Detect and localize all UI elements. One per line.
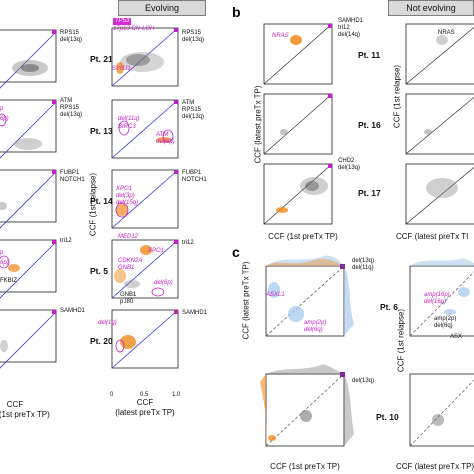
- header-evolving: Evolving: [118, 0, 206, 16]
- label-xpo1b: XPO1: [148, 248, 165, 254]
- x-axis-label-b-left: CCF (1st preTx TP): [268, 232, 338, 241]
- label-atm: ATM del(6p): [156, 132, 175, 145]
- y-axis-label-c-right: CCF (1st relapse): [396, 308, 406, 373]
- panel-b-right-column: [405, 23, 474, 225]
- patient-label-pt14: Pt. 14: [90, 196, 113, 206]
- tick-a-1: 1.0: [172, 392, 181, 398]
- panel-a-right-column: [111, 27, 179, 369]
- label-del1q: del(1q): [98, 320, 117, 326]
- label-c-amp16p: amp(16p) del(16p): [424, 292, 450, 305]
- pt10-right-plot: [409, 373, 474, 447]
- right-label-pt5: tri12: [182, 240, 194, 246]
- pt6-left-plot: [265, 255, 354, 337]
- patient-label-pt6: Pt. 6: [380, 302, 398, 312]
- pt20-right-plot: [111, 309, 179, 369]
- x-axis-label-c-right: CCF (latest preTx TP): [396, 462, 474, 471]
- pt16-right-plot: [405, 93, 474, 155]
- label-del6p: del(6p): [154, 280, 173, 286]
- tp53-badge: TP53: [113, 18, 132, 25]
- header-not-evolving: Not evolving: [388, 0, 474, 16]
- y-axis-label-c: CCF (latest preTx TP): [241, 261, 251, 340]
- y-axis-label-b-right: CCF (1st relapse): [392, 64, 402, 129]
- right-label-pt13: ATM RPS15 del(13q): [182, 100, 205, 120]
- label-c-amp2p: amp(2p) del(6q): [304, 320, 327, 333]
- left-magenta-pt5c: FKBIZ: [0, 278, 18, 284]
- panel-letter-c: c: [232, 244, 240, 260]
- pt5-left-plot: [0, 239, 57, 299]
- left-label-pt5: tri12: [60, 238, 72, 244]
- pt10-left-plot: [260, 364, 354, 447]
- patient-label-pt10: Pt. 10: [376, 412, 399, 422]
- x-axis-label-a-left-sub: CCF (1st preTx TP): [0, 410, 50, 419]
- label-del11q: del(11q): [118, 116, 140, 122]
- patient-label-pt16: Pt. 16: [358, 120, 381, 130]
- label-med12: MED12: [118, 234, 139, 240]
- tick-a-half: 0.5: [140, 392, 149, 398]
- pt14-right-plot: [111, 169, 179, 229]
- x-axis-label-a-left: CCF: [6, 400, 24, 409]
- label-c-del13q-11q: del(13q) del(11q): [352, 258, 375, 271]
- label-c-asxl1: ASXL1: [266, 292, 285, 298]
- label-nras: NRAS: [272, 33, 289, 39]
- tick-a-0: 0: [110, 392, 114, 398]
- y-axis-label-b: CCF (latest preTx TP): [253, 85, 263, 164]
- pt11-left-plot: [263, 23, 333, 85]
- label-pt11-right: SAMHD1 tri12 del(14q): [338, 18, 364, 38]
- label-gnb1: GNB1 p.I80: [120, 292, 137, 305]
- right-label-pt14: FUBP1 NOTCH1: [182, 170, 207, 183]
- pt16-left-plot: [263, 93, 333, 155]
- x-axis-label-a-right: CCF: [136, 398, 154, 407]
- pt21-right-plot: [111, 27, 179, 87]
- patient-label-pt20: Pt. 20: [90, 336, 113, 346]
- label-cnloh: 17p13 CN-LOH: [113, 26, 155, 32]
- pt17-left-plot: [263, 163, 333, 225]
- left-magenta-pt13b: 6p): [0, 116, 9, 122]
- label-c-del13q: del(13q): [352, 378, 375, 384]
- panel-c-plots: [260, 255, 474, 447]
- label-synj1: SYNJ1: [112, 66, 131, 72]
- x-axis-label-c-left: CCF (1st preTx TP): [270, 462, 340, 471]
- patient-label-pt11: Pt. 11: [358, 50, 381, 60]
- patient-label-pt13: Pt. 13: [90, 126, 113, 136]
- left-label-pt14: FUBP1 NOTCH1: [60, 170, 85, 183]
- pt6-right-plot: [409, 258, 474, 337]
- pt5-right-plot: [111, 239, 179, 299]
- label-xpo1: XPO1 del(3p) del(15q): [116, 186, 139, 206]
- label-pt17-right: CHD2 del(13q): [338, 158, 361, 171]
- left-label-pt21: RPS15 del(13q): [60, 30, 83, 43]
- label-c-asx-b: ASX: [450, 334, 463, 340]
- patient-label-pt5: Pt. 5: [90, 266, 108, 276]
- label-cdkn2a: CDKN2A GNB1: [118, 258, 143, 271]
- left-magenta-pt13a: p: [0, 106, 4, 112]
- x-axis-label-b-right: CCF (latest preTx TI: [396, 232, 469, 241]
- left-magenta-pt5a: p: [0, 250, 4, 256]
- label-c-amp2p-b: amp(2p) del(6q): [434, 316, 457, 329]
- patient-label-pt17: Pt. 17: [358, 188, 381, 198]
- pt11-right-plot: [405, 23, 474, 85]
- pt13-left-plot: [0, 99, 57, 159]
- right-label-pt21: RPS15 del(13q): [182, 30, 205, 43]
- pt17-right-plot: [405, 163, 474, 225]
- left-magenta-pt5b: 6p): [0, 260, 9, 266]
- pt20-left-plot: [0, 309, 57, 369]
- label-nras-right: NRAS: [438, 30, 455, 36]
- label-birc3: BIRC3: [118, 124, 136, 130]
- left-label-pt20: SAMHD1: [60, 308, 86, 314]
- pt21-left-plot: [0, 29, 57, 89]
- y-axis-label-a: CCF (1st relapse): [88, 172, 98, 237]
- pt14-left-plot: [0, 169, 57, 229]
- right-label-pt20: SAMHD1: [182, 310, 208, 316]
- panel-a-left-column: [0, 29, 57, 369]
- panel-letter-b: b: [232, 4, 241, 20]
- x-axis-label-a-right-sub: (latest preTx TP): [115, 408, 175, 417]
- patient-label-pt21: Pt. 21: [90, 54, 113, 64]
- left-label-pt13: ATM RPS15 del(13q): [60, 98, 83, 118]
- panel-b-left-column: [263, 23, 333, 225]
- pt13-right-plot: [111, 99, 179, 159]
